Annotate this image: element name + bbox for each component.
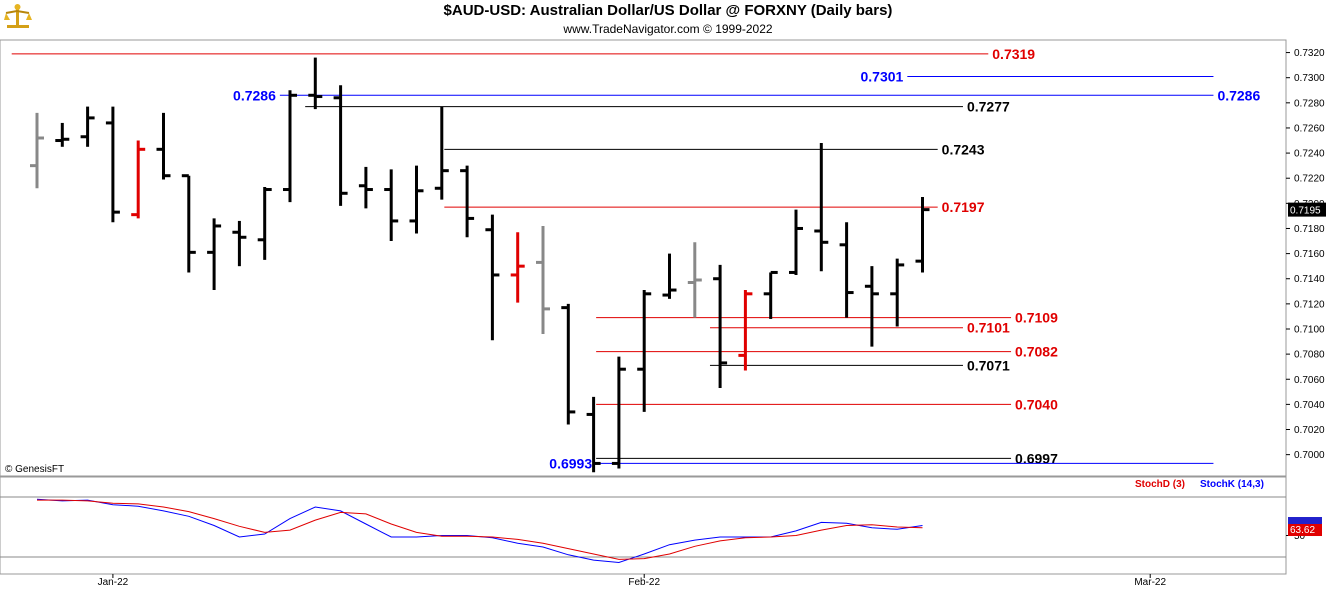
stoch-series-line: [37, 499, 923, 560]
level-label: 0.7109: [1015, 310, 1058, 326]
ohlc-bar: [864, 266, 879, 347]
level-label: 0.7101: [967, 320, 1010, 336]
y-tick-label: 0.7100: [1294, 324, 1325, 335]
price-axis: 0.7000 0.7020 0.7040 0.7060 0.7080 0.7100 0.71…: [1286, 48, 1326, 461]
ohlc-bar: [283, 90, 297, 203]
genesis-watermark: © GenesisFT: [5, 464, 64, 475]
y-tick-label: 0.7180: [1294, 224, 1325, 235]
y-tick-label: 0.7080: [1294, 350, 1325, 361]
level-lines: 0.7319 0.7301 0.7286 0.7286 0.7277 0.7243 0.71…: [11, 46, 1260, 471]
ohlc-bar: [156, 112, 171, 180]
ohlc-bar: [232, 220, 247, 267]
y-tick-label: 0.7300: [1294, 73, 1325, 84]
level-label: 0.7197: [942, 199, 985, 215]
stoch-panel-frame: [0, 476, 1287, 575]
y-tick-label: 0.7020: [1294, 425, 1325, 436]
last-price-badge: [1288, 202, 1326, 217]
ohlc-bar: [637, 290, 652, 412]
ohlc-bar: [586, 396, 601, 473]
level-label: 0.7071: [967, 357, 1010, 373]
level-label: 0.7040: [1015, 396, 1058, 412]
y-tick-label: 0.7160: [1294, 249, 1325, 260]
level-label: 0.7286: [233, 87, 276, 103]
y-tick-label: 0.7220: [1294, 174, 1325, 185]
ohlc-bar: [333, 85, 348, 206]
ohlc-bar: [510, 232, 525, 303]
stoch-legend-entry: StochK (14,3): [1200, 479, 1264, 490]
price-bars: [30, 57, 930, 473]
ohlc-bar: [409, 165, 424, 234]
ohlc-bar: [687, 242, 702, 318]
stoch-d-badge: [1288, 524, 1322, 537]
ohlc-bar: [915, 197, 930, 273]
ohlc-bar: [181, 174, 196, 273]
ohlc-bar: [257, 187, 272, 260]
level-label: 0.7319: [992, 46, 1035, 62]
stoch-k-badge: [1288, 517, 1322, 528]
ohlc-bar: [662, 253, 677, 299]
date-axis: Jan-22 Feb-22 Mar-22: [98, 574, 1166, 588]
ohlc-bar: [80, 106, 95, 147]
ohlc-bar: [358, 166, 373, 209]
stoch-last-value: 63.62: [1290, 525, 1315, 536]
y-tick-label: 0.7000: [1294, 450, 1325, 461]
ohlc-bar: [384, 169, 399, 242]
ohlc-bar: [561, 303, 576, 425]
trade-navigator-logo-icon: [4, 3, 32, 29]
ohlc-bar: [55, 122, 70, 147]
y-tick-label: 0.7120: [1294, 299, 1325, 310]
ohlc-bar: [738, 290, 753, 371]
y-tick-label: 0.7240: [1294, 149, 1325, 160]
y-tick-label: 0.7040: [1294, 400, 1325, 411]
ohlc-bar: [485, 214, 500, 341]
ohlc-bar: [611, 356, 626, 469]
ohlc-bar: [536, 225, 550, 335]
ohlc-bar: [890, 258, 905, 327]
ohlc-bar: [105, 106, 120, 223]
y-tick-label: 0.7140: [1294, 274, 1325, 285]
x-tick-label: Feb-22: [628, 577, 660, 588]
chart-title: $AUD-USD: Australian Dollar/US Dollar @ …: [443, 2, 893, 19]
ohlc-bar: [814, 143, 829, 272]
level-label: 0.7286: [1217, 87, 1260, 103]
ohlc-bar: [308, 57, 323, 110]
level-label: 0.7082: [1015, 344, 1058, 360]
last-price-label: 0.7195: [1290, 206, 1321, 217]
price-panel-frame: [0, 39, 1287, 477]
x-tick-label: Jan-22: [98, 577, 129, 588]
y-tick-label: 0.7320: [1294, 48, 1325, 59]
level-label: 0.7277: [967, 99, 1010, 115]
chart-header: $AUD-USD: Australian Dollar/US Dollar @ …: [0, 0, 1336, 40]
ohlc-bar: [763, 270, 778, 319]
ohlc-bar: [207, 218, 222, 291]
stoch-legend-entry: StochD (3): [1135, 479, 1185, 490]
y-tick-label: 0.7260: [1294, 123, 1325, 134]
ohlc-bar: [713, 264, 728, 389]
ohlc-bar: [839, 222, 854, 318]
level-label: 0.7301: [860, 68, 903, 84]
level-label: 0.6997: [1015, 450, 1058, 466]
level-label: 0.7243: [942, 141, 985, 157]
level-label: 0.6993: [549, 455, 592, 471]
y-tick-label: 0.7280: [1294, 98, 1325, 109]
ohlc-bar: [434, 106, 449, 200]
chart-subtitle: www.TradeNavigator.com © 1999-2022: [563, 22, 773, 36]
ohlc-bar: [30, 112, 44, 189]
y-tick-label: 0.7060: [1294, 375, 1325, 386]
ohlc-bar: [131, 140, 146, 219]
stoch-series-line: [36, 498, 923, 564]
x-tick-label: Mar-22: [1134, 577, 1166, 588]
ohlc-bar: [789, 209, 803, 275]
ohlc-bar: [460, 165, 475, 238]
stoch-tick-label: 50: [1294, 531, 1306, 542]
